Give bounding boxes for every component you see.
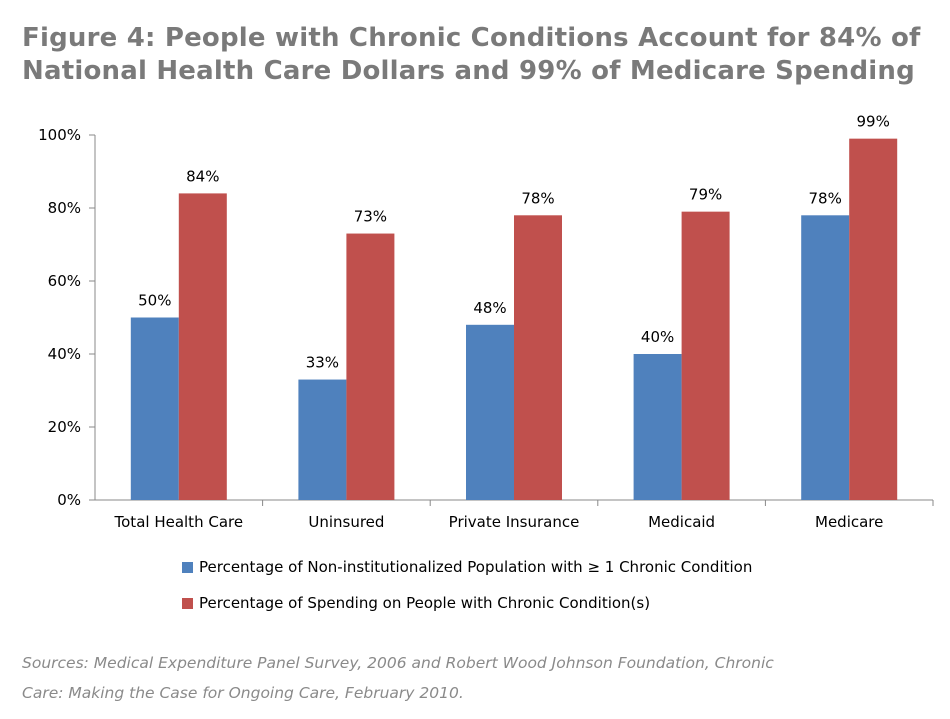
bar-population <box>801 215 850 501</box>
x-category-label: Uninsured <box>308 513 384 531</box>
legend-item-population: Percentage of Non-institutionalized Popu… <box>182 556 752 578</box>
bar-spending <box>681 211 730 500</box>
bar-spending <box>514 215 562 501</box>
bar-population <box>466 324 514 500</box>
bar-spending <box>346 233 395 501</box>
bar-spending <box>849 138 898 500</box>
source-line-2: Care: Making the Case for Ongoing Care, … <box>22 684 464 702</box>
x-category-label: Medicare <box>815 513 883 531</box>
bar-population <box>130 317 179 500</box>
legend-label-spending: Percentage of Spending on People with Ch… <box>199 594 651 612</box>
source-line-1: Sources: Medical Expenditure Panel Surve… <box>22 654 774 672</box>
y-tick-label: 20% <box>48 418 81 436</box>
chart-title-line-2: National Health Care Dollars and 99% of … <box>22 56 915 86</box>
y-tick-label: 0% <box>57 491 81 509</box>
data-label: 50% <box>138 292 171 310</box>
x-category-label: Total Health Care <box>114 513 244 531</box>
y-tick-label: 60% <box>48 272 81 290</box>
chart-title-line-1: Figure 4: People with Chronic Conditions… <box>22 23 921 53</box>
x-category-label: Private Insurance <box>449 513 580 531</box>
y-tick-label: 80% <box>48 199 81 217</box>
bar-spending <box>178 193 227 500</box>
x-category-label: Medicaid <box>648 513 715 531</box>
data-label: 78% <box>809 189 842 207</box>
legend-label-population: Percentage of Non-institutionalized Popu… <box>199 558 753 576</box>
legend-item-spending: Percentage of Spending on People with Ch… <box>182 592 752 614</box>
data-label: 33% <box>306 354 339 372</box>
data-label: 78% <box>521 189 554 207</box>
bar-population <box>298 379 347 500</box>
legend-swatch-spending <box>182 597 193 609</box>
data-label: 40% <box>641 328 674 346</box>
data-label: 73% <box>354 208 387 226</box>
legend-swatch-population <box>182 561 193 573</box>
data-label: 48% <box>473 299 506 317</box>
source-note: Sources: Medical Expenditure Panel Surve… <box>22 648 932 708</box>
data-label: 99% <box>857 113 890 131</box>
y-tick-label: 40% <box>48 345 81 363</box>
legend: Percentage of Non-institutionalized Popu… <box>182 556 752 628</box>
bar-population <box>633 354 682 500</box>
y-tick-label: 100% <box>38 126 81 144</box>
chart-title: Figure 4: People with Chronic Conditions… <box>22 22 922 88</box>
data-label: 79% <box>689 186 722 204</box>
data-label: 84% <box>186 167 219 185</box>
